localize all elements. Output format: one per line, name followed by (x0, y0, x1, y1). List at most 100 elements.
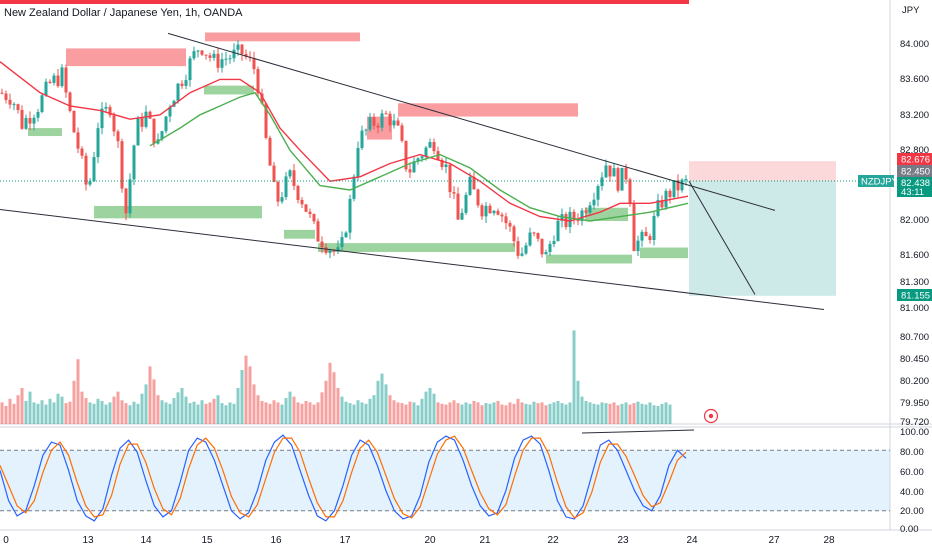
currency-label: JPY (902, 5, 920, 16)
candle-down (608, 165, 612, 177)
candle-up (684, 179, 688, 181)
demand-zone (640, 247, 688, 259)
candle-down (496, 210, 500, 215)
stoch-blue-line (0, 434, 687, 522)
candle-up (340, 237, 344, 248)
candle-up (144, 111, 148, 127)
time-tick: 16 (270, 535, 282, 546)
volume-bar (328, 362, 332, 424)
volume-bar (628, 404, 632, 424)
volume-bar (484, 403, 488, 424)
volume-bar (128, 405, 132, 424)
candle-down (408, 169, 412, 173)
candle-up (580, 210, 584, 222)
candle-up (592, 199, 596, 206)
candle-up (544, 252, 548, 255)
stoch-band (0, 450, 890, 511)
candle-down (120, 141, 124, 189)
volume-bar (316, 402, 320, 424)
candle-up (52, 75, 56, 83)
volume-bar (428, 388, 432, 424)
candle-down (200, 50, 204, 55)
candle-up (284, 176, 288, 198)
volume-bar (664, 402, 668, 424)
volume-bar (440, 403, 444, 424)
volume-tick: 80.200 (900, 376, 929, 387)
demand-zone (94, 205, 262, 219)
candle-down (376, 125, 380, 128)
candle-down (488, 205, 492, 214)
volume-bar (404, 404, 408, 424)
candle-down (572, 211, 576, 219)
candle-down (300, 200, 304, 205)
price-tick: 83.600 (900, 74, 929, 85)
candle-down (260, 93, 264, 104)
candle-up (556, 220, 560, 242)
volume-bar (444, 404, 448, 424)
entry-tag (897, 165, 932, 177)
candle-up (184, 80, 188, 86)
volume-bar (156, 395, 160, 424)
candle-down (64, 67, 68, 93)
volume-bar (432, 393, 436, 424)
last-price-tag (897, 177, 932, 197)
candle-up (196, 50, 200, 52)
candle-up (220, 59, 224, 68)
volume-bar (40, 400, 44, 424)
time-tick: 27 (768, 535, 780, 546)
stoch-tick: 80.00 (900, 447, 924, 458)
price-tick: 82.800 (900, 145, 929, 156)
volume-bar (632, 403, 636, 424)
supply-zone (66, 48, 186, 67)
candle-up (464, 194, 468, 213)
volume-bar (256, 395, 260, 424)
candle-down (72, 110, 76, 133)
candle-up (88, 181, 92, 185)
candle-up (224, 58, 228, 60)
candle-down (536, 232, 540, 239)
candle-up (328, 250, 332, 253)
candle-up (40, 95, 44, 113)
candle-down (20, 109, 24, 129)
candle-down (440, 159, 444, 168)
candle-up (228, 58, 232, 60)
volume-bar (8, 398, 12, 424)
candle-down (28, 118, 32, 124)
candle-up (44, 81, 48, 96)
candle-down (332, 250, 336, 252)
volume-tick: 80.700 (900, 332, 929, 343)
volume-bar (488, 403, 492, 424)
candle-up (32, 117, 36, 124)
volume-bar (528, 404, 532, 424)
candle-down (108, 107, 112, 116)
candle-down (312, 214, 316, 222)
candle-down (180, 83, 184, 86)
candle-up (356, 147, 360, 177)
volume-bar (92, 403, 96, 424)
volume-bar (184, 396, 188, 424)
volume-bar (620, 403, 624, 424)
stoch-tick: 60.00 (900, 467, 924, 478)
volume-bar (480, 405, 484, 424)
candle-down (208, 55, 212, 58)
volume-bar (324, 380, 328, 424)
volume-bar (236, 388, 240, 424)
volume-bar (572, 330, 576, 424)
candle-down (84, 155, 88, 185)
candle-up (280, 197, 284, 202)
volume-bar (296, 402, 300, 424)
volume-bar (68, 401, 72, 424)
volume-bar (392, 400, 396, 424)
alert-circle-icon[interactable] (703, 408, 719, 424)
price-axis: 84.000 83.600 83.200 82.800 82.000 81.60… (900, 39, 929, 314)
candle-up (232, 49, 236, 59)
volume-bar (152, 379, 156, 424)
volume-bar (512, 403, 516, 424)
volume-bar (140, 393, 144, 424)
volume-bar (588, 402, 592, 424)
candle-up (484, 205, 488, 217)
volume-bar (540, 402, 544, 424)
volume-bar (120, 400, 124, 424)
stoch-divergence-line (581, 429, 695, 434)
